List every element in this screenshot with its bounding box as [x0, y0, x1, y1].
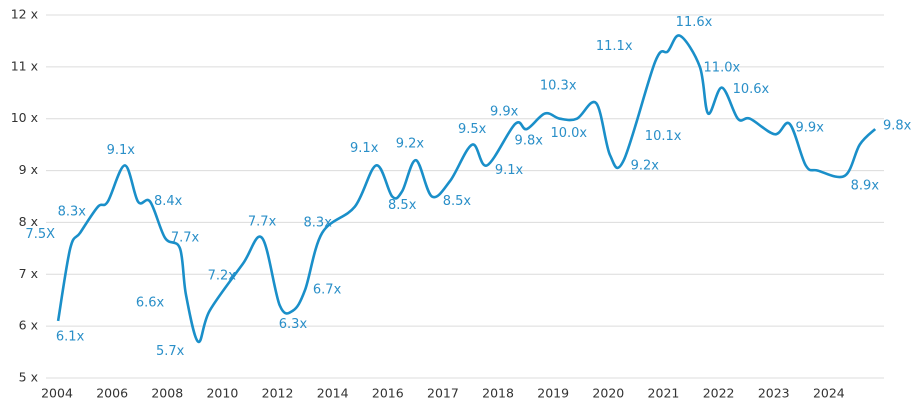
data-label: 8.3x: [58, 204, 87, 219]
data-label: 9.1x: [495, 163, 524, 178]
data-label: 6.3x: [279, 317, 308, 332]
data-label: 9.5x: [458, 122, 487, 137]
data-label: 8.9x: [851, 178, 880, 193]
x-tick-label: 2020: [592, 386, 624, 401]
y-tick-label: 12 x: [11, 7, 38, 22]
data-label: 10.1x: [645, 129, 682, 144]
y-tick-label: 8 x: [19, 214, 38, 229]
x-tick-label: 2019: [537, 386, 569, 401]
data-label: 6.7x: [313, 282, 342, 297]
y-tick-label: 6 x: [19, 318, 38, 333]
data-label: 7.7x: [248, 214, 277, 229]
x-tick-label: 2012: [262, 386, 294, 401]
x-tick-label: 2004: [41, 386, 73, 401]
data-label: 9.8x: [515, 134, 544, 149]
data-label: 10.3x: [540, 79, 577, 94]
data-label: 9.2x: [631, 159, 660, 174]
x-tick-label: 2017: [427, 386, 459, 401]
data-label: 6.6x: [136, 296, 165, 311]
y-tick-label: 5 x: [19, 370, 38, 385]
x-tick-label: 2016: [372, 386, 404, 401]
x-tick-label: 2006: [96, 386, 128, 401]
x-tick-label: 2014: [317, 386, 349, 401]
data-label: 9.2x: [396, 137, 425, 152]
data-label: 10.0x: [550, 126, 587, 141]
data-label: 8.4x: [154, 194, 183, 209]
data-label: 7.2x: [208, 268, 237, 283]
x-tick-label: 2022: [703, 386, 735, 401]
x-tick-label: 2018: [482, 386, 514, 401]
data-label: 11.0x: [704, 60, 741, 75]
data-label: 8.3x: [304, 215, 333, 230]
data-label: 11.1x: [596, 39, 633, 54]
line: [56, 34, 877, 344]
x-tick-label: 2021: [648, 386, 680, 401]
y-tick-label: 11 x: [11, 58, 38, 73]
data-label: 9.1x: [350, 141, 379, 156]
data-label: 7.5X: [25, 227, 55, 242]
data-label: 10.6x: [733, 82, 770, 97]
data-label: 11.6x: [676, 15, 713, 30]
x-tick-label: 2023: [758, 386, 790, 401]
data-label: 9.9x: [490, 104, 519, 119]
data-label: 5.7x: [156, 344, 185, 359]
x-tick-label: 2008: [151, 386, 183, 401]
y-tick-label: 7 x: [19, 266, 38, 281]
data-label: 6.1x: [56, 329, 85, 344]
data-label: 8.5x: [443, 194, 472, 209]
data-label: 7.7x: [171, 230, 200, 245]
data-label: 9.9x: [796, 120, 825, 135]
x-tick-label: 2010: [206, 386, 238, 401]
data-label: 8.5x: [388, 198, 417, 213]
data-label: 9.1x: [107, 143, 136, 158]
y-tick-label: 10 x: [11, 110, 38, 125]
y-tick-label: 9 x: [19, 162, 38, 177]
x-tick-label: 2024: [813, 386, 845, 401]
data-label: 9.8x: [883, 119, 912, 134]
